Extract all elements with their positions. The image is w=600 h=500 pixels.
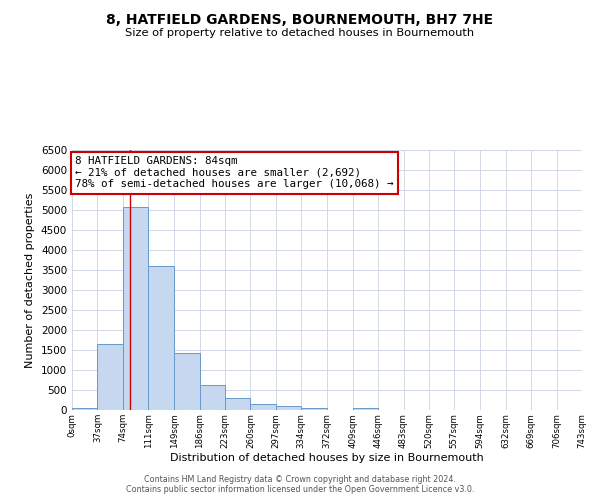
Bar [225, 398, 250, 410]
Text: 8 HATFIELD GARDENS: 84sqm
← 21% of detached houses are smaller (2,692)
78% of se: 8 HATFIELD GARDENS: 84sqm ← 21% of detac… [76, 156, 394, 189]
Bar [148, 266, 174, 410]
X-axis label: Distribution of detached houses by size in Bournemouth: Distribution of detached houses by size … [170, 453, 484, 463]
Text: Contains public sector information licensed under the Open Government Licence v3: Contains public sector information licen… [126, 486, 474, 494]
Bar [123, 207, 148, 410]
Bar [250, 404, 276, 410]
Y-axis label: Number of detached properties: Number of detached properties [25, 192, 35, 368]
Bar [276, 406, 301, 410]
Bar [301, 408, 328, 410]
Bar [353, 408, 378, 410]
Bar [200, 385, 225, 410]
Bar [97, 344, 123, 410]
Text: 8, HATFIELD GARDENS, BOURNEMOUTH, BH7 7HE: 8, HATFIELD GARDENS, BOURNEMOUTH, BH7 7H… [106, 12, 494, 26]
Bar [174, 353, 200, 410]
Text: Size of property relative to detached houses in Bournemouth: Size of property relative to detached ho… [125, 28, 475, 38]
Bar [72, 408, 97, 410]
Text: Contains HM Land Registry data © Crown copyright and database right 2024.: Contains HM Land Registry data © Crown c… [144, 476, 456, 484]
